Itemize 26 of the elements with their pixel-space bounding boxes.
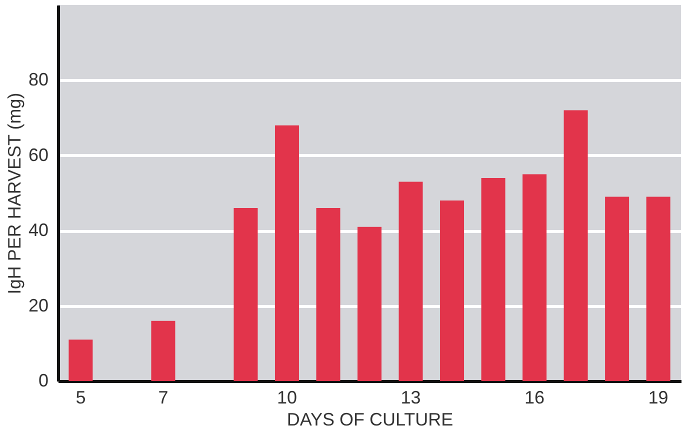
- x-tick-label: 7: [158, 388, 168, 408]
- bar: [234, 208, 258, 381]
- y-tick-label: 40: [28, 220, 48, 240]
- y-tick-label: 20: [28, 295, 48, 316]
- bar: [522, 174, 547, 381]
- x-tick-label: 5: [76, 388, 86, 408]
- x-tick-label: 13: [400, 388, 421, 408]
- bar: [481, 178, 506, 381]
- x-axis-title: DAYS OF CULTURE: [286, 410, 454, 430]
- y-tick-label: 0: [38, 370, 48, 390]
- bar: [358, 226, 382, 381]
- y-tick-label: 60: [28, 144, 48, 165]
- bar: [564, 110, 588, 381]
- bar: [646, 196, 670, 381]
- x-tick-label: 19: [648, 388, 668, 408]
- bar: [398, 182, 423, 381]
- bar: [605, 196, 630, 381]
- x-tick-label: 16: [524, 388, 545, 408]
- y-axis-title: IgH PER HARVEST (mg): [4, 92, 24, 294]
- y-tick-label: 80: [28, 70, 48, 90]
- bar: [68, 340, 93, 381]
- x-tick-label: 10: [276, 388, 297, 408]
- bar: [316, 208, 340, 381]
- bar: [274, 125, 299, 381]
- bar: [151, 320, 176, 381]
- bar: [440, 200, 464, 381]
